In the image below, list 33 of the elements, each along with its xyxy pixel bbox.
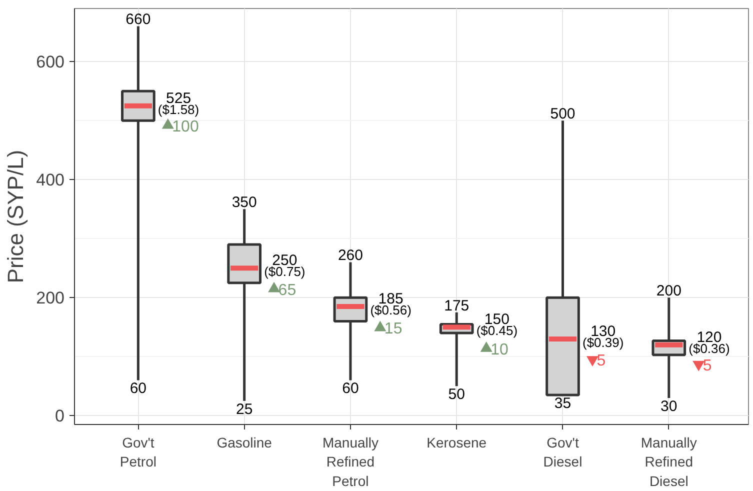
x-tick-label: Gov't Diesel	[543, 434, 582, 470]
y-tick-label: 600	[36, 52, 65, 72]
point	[162, 118, 174, 129]
annotation: 15	[384, 320, 402, 338]
x-tick-label: Manually Refined Diesel	[640, 434, 697, 489]
point	[374, 320, 386, 332]
annotation: 5	[596, 352, 606, 370]
annotation: 100	[172, 118, 199, 136]
y-tick-label: 400	[36, 170, 65, 190]
annotation: 5	[702, 357, 712, 374]
x-tick-label: Gasoline	[216, 434, 272, 450]
annotation: 260	[338, 247, 363, 264]
annotation: 500	[550, 106, 576, 123]
y-tick-label: 200	[36, 288, 65, 308]
x-tick-label: Kerosene	[426, 434, 487, 450]
annotation: 25	[236, 400, 253, 418]
y-tick-label: 0	[55, 406, 65, 426]
annotation: 350	[232, 194, 257, 212]
annotation: 200	[656, 282, 682, 300]
annotation: 175	[444, 297, 470, 314]
annotation: 50	[448, 386, 465, 404]
annotation: 60	[130, 380, 147, 398]
x-tick-label: Gov't Petrol	[120, 434, 156, 470]
annotation: 660	[126, 11, 151, 28]
point	[268, 282, 280, 292]
point	[480, 341, 492, 352]
annotation: 60	[342, 380, 359, 398]
annotation: 10	[490, 341, 508, 358]
annotation: 65	[278, 282, 296, 299]
x-tick-label: Manually Refined Petrol	[322, 434, 378, 489]
annotation: 30	[660, 398, 678, 415]
y-axis-title: Price (SYP/L)	[3, 150, 28, 284]
annotation: 35	[554, 394, 572, 412]
